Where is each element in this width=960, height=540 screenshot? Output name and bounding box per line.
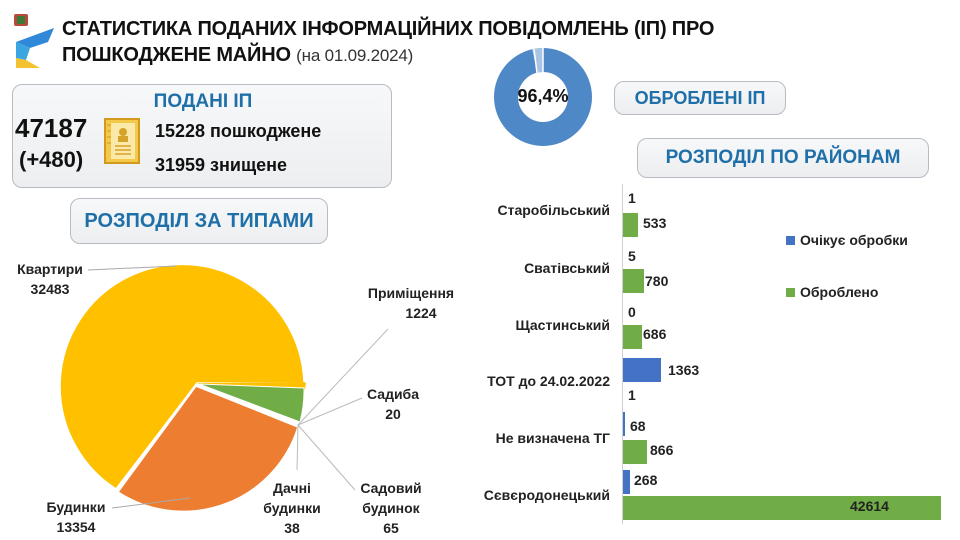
processed-bar: [623, 440, 647, 464]
districts-heading: РОЗПОДІЛ ПО РАЙОНАМ: [665, 147, 901, 168]
district-label: ТОТ до 24.02.2022: [487, 373, 610, 389]
label-name: Приміщення: [367, 285, 455, 301]
submitted-total: 47187: [15, 113, 88, 143]
processed-value: 1: [628, 387, 636, 403]
label-value: 38: [284, 520, 300, 536]
report-date: (на 01.09.2024): [296, 46, 414, 65]
processed-bar: [623, 325, 642, 349]
district-label: Старобільський: [497, 202, 610, 218]
submitted-delta: (+480): [19, 147, 84, 172]
districts-bar-chart: Старобільський 1 533 Сватівський 5 780 Щ…: [460, 180, 960, 530]
pie-label-garden-house: Садовий будинок 65: [346, 478, 436, 538]
label-value: 32483: [30, 281, 70, 297]
processed-value: 866: [650, 442, 674, 458]
label-value: 1224: [405, 305, 437, 321]
types-heading-box: РОЗПОДІЛ ЗА ТИПАМИ: [70, 198, 328, 244]
label-name: Дачні: [273, 480, 311, 496]
pending-bar: [623, 470, 630, 494]
title-line-1: СТАТИСТИКА ПОДАНИХ ІНФОРМАЦІЙНИХ ПОВІДОМ…: [62, 18, 715, 40]
submitted-panel: ПОДАНІ ІП 47187 (+480) 15228 пошкоджене …: [12, 84, 392, 188]
y-axis: [622, 184, 623, 524]
pie-label-dacha: Дачні будинки 38: [252, 478, 332, 538]
label-value: 13354: [56, 519, 96, 535]
pie-label-houses: Будинки 13354: [36, 497, 116, 537]
processed-bar: [623, 269, 644, 293]
processed-value: 780: [645, 273, 669, 289]
label-name: Садиба: [367, 386, 419, 402]
pending-bar: [623, 412, 625, 436]
district-label: Сватівський: [524, 260, 610, 276]
district-label: Сєвєродонецький: [483, 487, 610, 503]
pie-label-premises: Приміщення 1224: [356, 283, 466, 323]
processed-percent: 96,4%: [517, 86, 569, 106]
label-name: Квартири: [17, 261, 83, 277]
coat-of-arms-icon: [14, 14, 54, 68]
pending-value: 268: [634, 472, 658, 488]
document-icon: [103, 117, 141, 165]
pending-value: 68: [630, 418, 646, 434]
legend-pending-label: Очікує обробки: [800, 232, 908, 248]
processed-value: 42614: [850, 498, 889, 514]
damaged-count: 15228 пошкоджене: [155, 121, 322, 141]
label-name: Садовий: [360, 480, 422, 496]
pending-value: 0: [628, 304, 636, 320]
legend-swatch-green-icon: [786, 288, 795, 297]
processed-donut: 96,4%: [494, 48, 592, 146]
page-title: СТАТИСТИКА ПОДАНИХ ІНФОРМАЦІЙНИХ ПОВІДОМ…: [62, 16, 714, 69]
pending-bar: [623, 358, 661, 382]
pending-value: 1: [628, 190, 636, 206]
destroyed-count: 31959 знищене: [155, 155, 288, 175]
types-pie-chart: [59, 263, 389, 513]
district-label: Не визначена ТГ: [495, 430, 610, 446]
legend-processed-label: Оброблено: [800, 284, 879, 300]
legend-swatch-blue-icon: [786, 236, 795, 245]
pending-value: 1363: [668, 362, 700, 378]
districts-heading-box: РОЗПОДІЛ ПО РАЙОНАМ: [637, 138, 929, 178]
label-name-2: будинок: [362, 500, 420, 516]
label-name: Будинки: [46, 499, 106, 515]
label-name-2: будинки: [263, 500, 321, 516]
processed-bar: [623, 496, 941, 520]
district-label: Щастинський: [515, 317, 610, 333]
bar-legend: Очікує обробки Оброблено: [786, 232, 908, 300]
pending-value: 5: [628, 248, 636, 264]
legend-processed: Оброблено: [786, 284, 908, 300]
types-heading: РОЗПОДІЛ ЗА ТИПАМИ: [84, 210, 314, 232]
processed-value: 533: [643, 215, 667, 231]
logo: [12, 12, 58, 70]
title-line-2: ПОШКОДЖЕНЕ МАЙНО: [62, 44, 291, 66]
processed-value: 686: [643, 326, 667, 342]
processed-heading: ОБРОБЛЕНІ ІП: [634, 88, 766, 108]
label-value: 65: [383, 520, 399, 536]
label-value: 20: [385, 406, 401, 422]
pie-label-estate: Садиба 20: [358, 384, 428, 424]
legend-pending: Очікує обробки: [786, 232, 908, 248]
processed-bar: [623, 213, 638, 237]
processed-heading-box: ОБРОБЛЕНІ ІП: [614, 81, 786, 115]
submitted-heading: ПОДАНІ ІП: [153, 91, 253, 112]
pie-label-apartments: Квартири 32483: [10, 259, 90, 299]
